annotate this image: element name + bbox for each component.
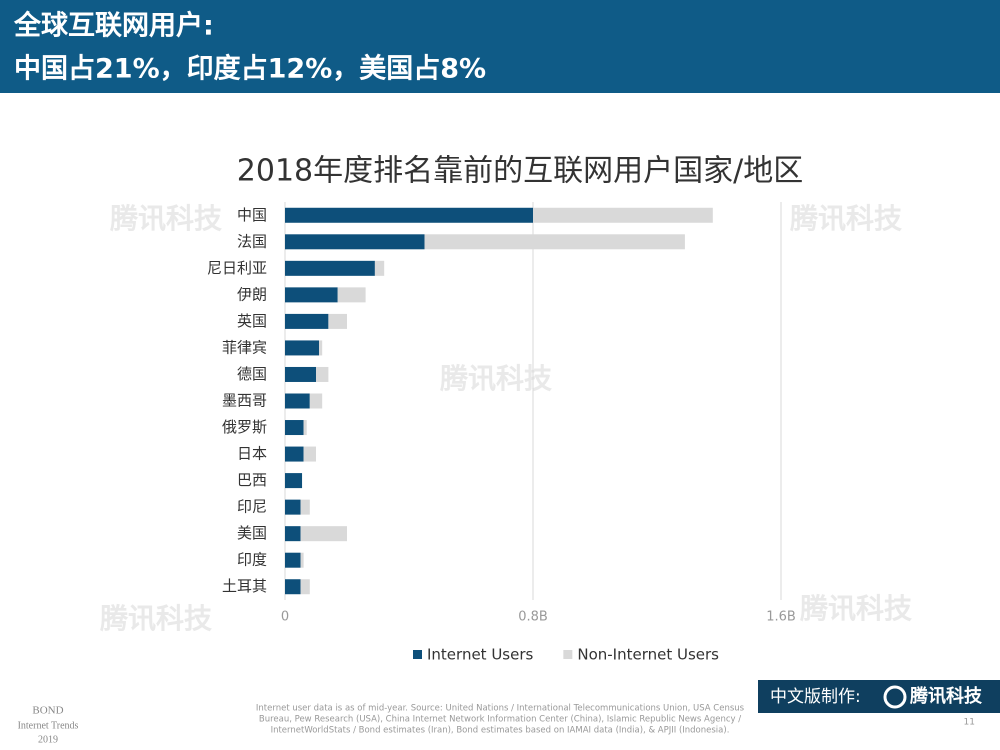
header-title: 中国占21%，印度占12%，美国占8% (14, 53, 486, 85)
bar-segment (285, 366, 316, 382)
y-tick-label: 日本 (237, 445, 267, 463)
y-tick-label: 墨西哥 (222, 392, 267, 410)
y-tick-label: 中国 (237, 206, 267, 224)
bar-segment (285, 446, 304, 462)
bar-segment (285, 579, 301, 595)
header-bar (0, 0, 1000, 93)
watermark: 腾讯科技 (790, 202, 902, 235)
header-title: 全球互联网用户: (13, 10, 214, 42)
bar-segment (285, 552, 301, 568)
page-number: 11 (964, 718, 975, 728)
badge-icon (883, 685, 907, 709)
chart-title: 2018年度排名靠前的互联网用户国家/地区 (237, 154, 803, 189)
x-tick-label: 0 (281, 610, 289, 625)
y-tick-label: 英国 (237, 312, 267, 330)
bar-segment (285, 340, 320, 356)
bar-segment (328, 313, 347, 329)
y-tick-label: 德国 (237, 365, 267, 383)
bar-segment (374, 260, 385, 276)
y-tick-label: 土耳其 (222, 577, 267, 595)
bond-logo: Internet Trends (18, 720, 79, 731)
legend-label: Non-Internet Users (577, 646, 719, 664)
bond-logo: 2019 (38, 734, 58, 745)
watermark: 腾讯科技 (800, 592, 912, 625)
bond-logo: BOND (32, 705, 63, 717)
bar-segment (285, 207, 533, 223)
bar-segment (285, 260, 375, 276)
bar-segment (424, 234, 685, 250)
badge (758, 680, 1000, 713)
bar-segment (285, 393, 310, 409)
y-tick-label: 法国 (237, 232, 267, 250)
y-tick-label: 印尼 (237, 498, 267, 516)
bar-segment (337, 287, 366, 303)
bar-segment (300, 552, 304, 568)
x-tick-label: 0.8B (518, 610, 548, 625)
legend-swatch (413, 650, 422, 659)
bar-segment (319, 340, 323, 356)
y-tick-label: 菲律宾 (222, 338, 267, 356)
bar-segment (300, 499, 310, 515)
y-tick-label: 伊朗 (237, 285, 267, 303)
bar-segment (285, 420, 304, 436)
legend-label: Internet Users (427, 646, 534, 664)
source-note: InternetWorldStats / Bond estimates (Ira… (271, 726, 730, 736)
bar-segment (316, 366, 329, 382)
y-tick-label: 尼日利亚 (207, 259, 267, 277)
bar-segment (303, 446, 316, 462)
bar-segment (303, 420, 307, 436)
y-tick-label: 美国 (237, 524, 267, 542)
bar-segment (285, 526, 301, 542)
bar-segment (285, 473, 303, 489)
badge-brand: 腾讯科技 (910, 685, 983, 707)
y-tick-label: 俄罗斯 (222, 418, 267, 436)
source-note: Internet user data is as of mid-year. So… (256, 704, 745, 714)
watermark: 腾讯科技 (110, 202, 222, 235)
bar-segment (300, 526, 347, 542)
watermark: 腾讯科技 (100, 602, 212, 635)
y-tick-label: 巴西 (237, 471, 267, 489)
bar-segment (285, 313, 329, 329)
bar-segment (285, 234, 425, 250)
watermark: 腾讯科技 (440, 362, 552, 395)
bar-segment (533, 207, 713, 223)
source-note: Bureau, Pew Research (USA), China Intern… (259, 715, 741, 725)
bar-segment (285, 499, 301, 515)
y-tick-label: 印度 (237, 551, 267, 569)
bar-segment (285, 287, 338, 303)
badge-label: 中文版制作: (770, 687, 861, 707)
bar-segment (300, 579, 310, 595)
bar-segment (309, 393, 323, 409)
x-tick-label: 1.6B (766, 610, 796, 625)
legend-swatch (563, 650, 573, 659)
